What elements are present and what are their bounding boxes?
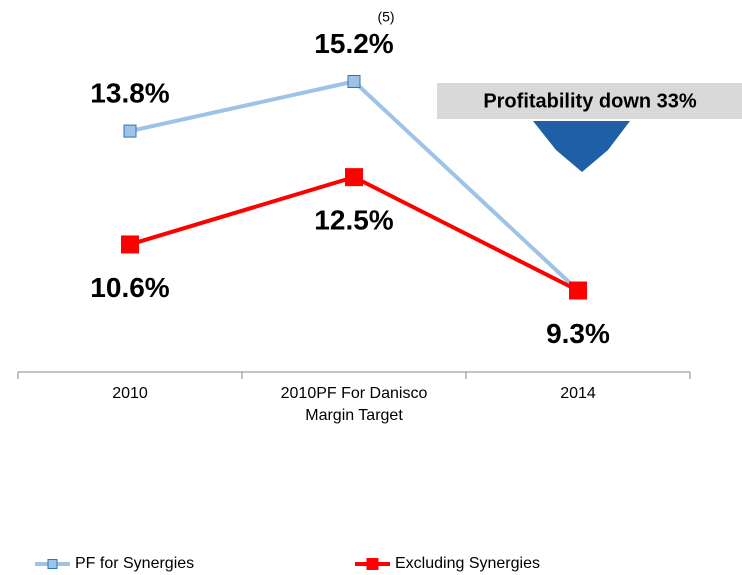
series-marker — [121, 235, 139, 254]
data-label: 12.5% — [314, 205, 393, 236]
x-tick-label: 2010PF For Danisco Margin Target — [280, 385, 428, 424]
series-marker — [345, 168, 363, 187]
footnote-marker: (5) — [377, 9, 394, 25]
series-marker — [569, 281, 587, 300]
legend-label: PF for Synergies — [75, 555, 194, 572]
x-tick-label: 2010 — [112, 385, 148, 402]
data-label: 13.8% — [90, 77, 169, 108]
callout-text: Profitability down 33% — [483, 90, 697, 112]
down-arrow — [533, 121, 630, 172]
series-marker — [347, 74, 361, 88]
legend-marker — [47, 559, 58, 569]
callout-box — [437, 83, 742, 119]
data-label: 9.3% — [546, 318, 610, 349]
series-marker — [123, 124, 137, 138]
data-label: 15.2% — [314, 28, 393, 59]
legend-marker — [366, 558, 379, 570]
legend-label: Excluding Synergies — [395, 555, 540, 572]
x-tick-label: 2014 — [560, 385, 596, 402]
data-label: 10.6% — [90, 272, 169, 303]
